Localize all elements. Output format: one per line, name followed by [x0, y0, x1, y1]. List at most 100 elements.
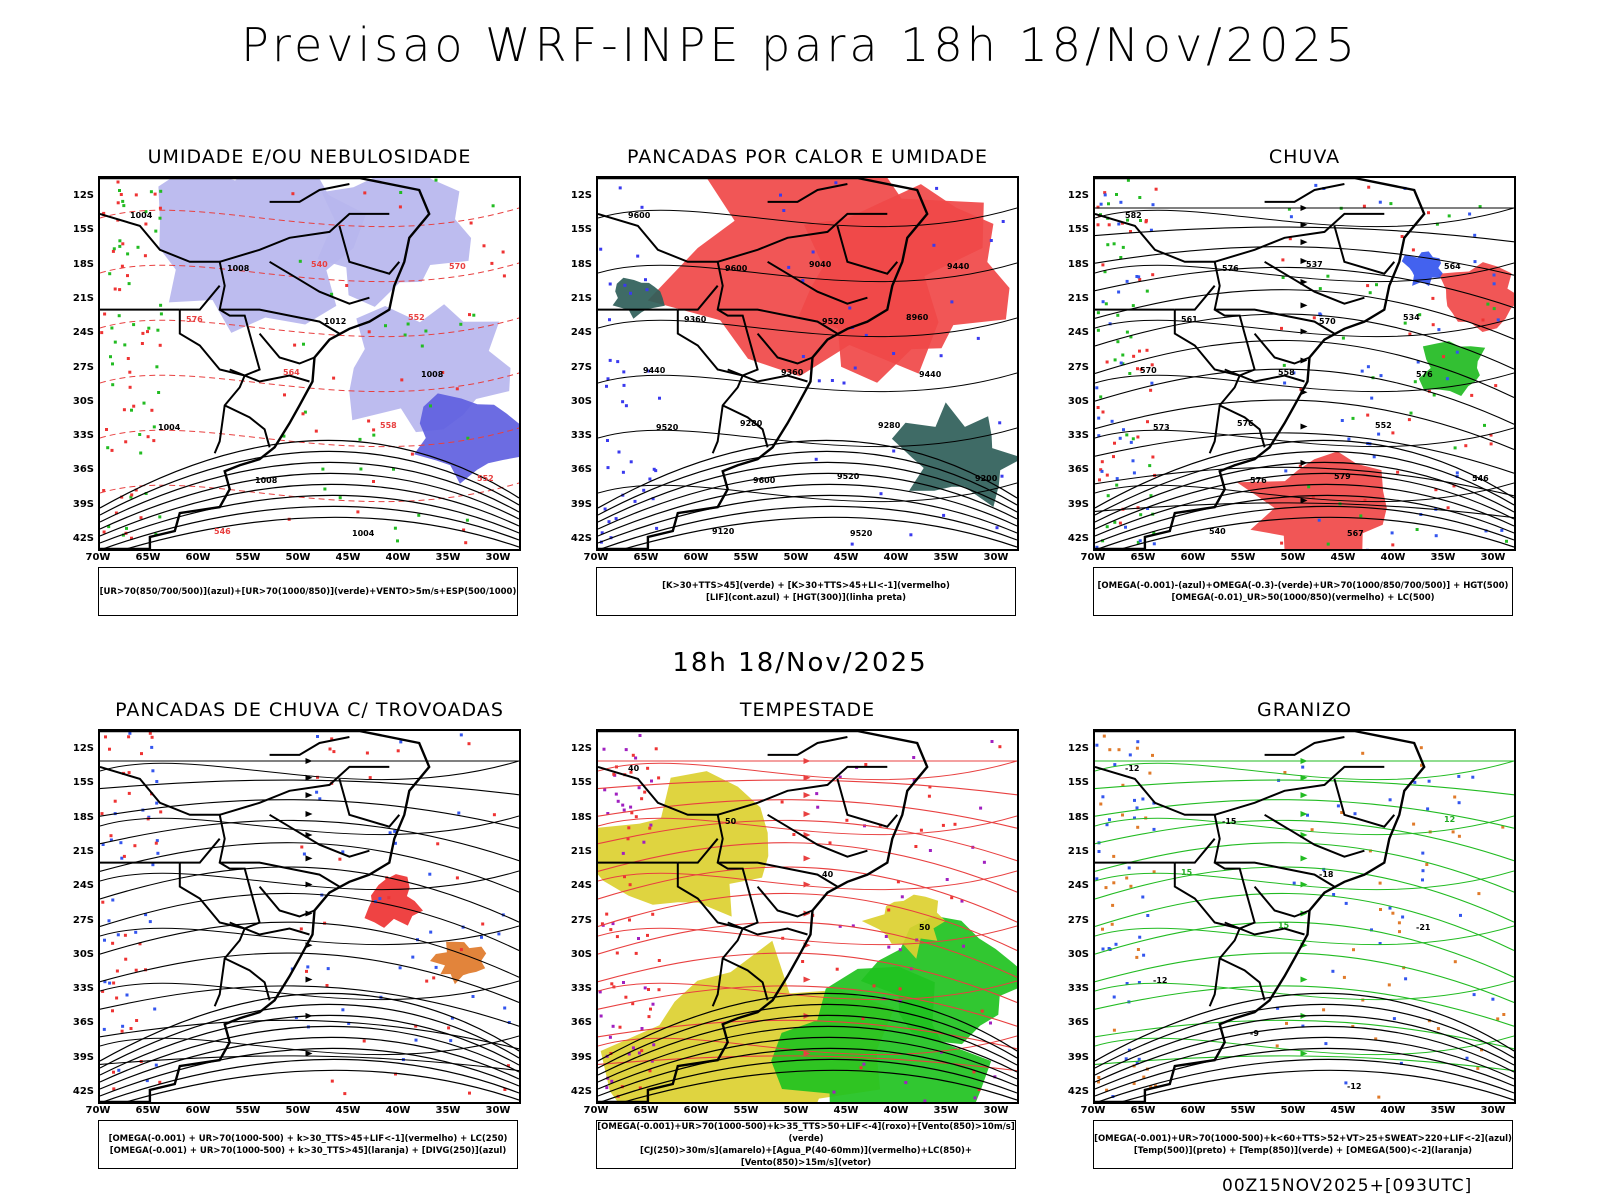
field-dot	[1001, 220, 1005, 223]
contour-line	[100, 815, 519, 836]
field-dot	[139, 516, 143, 520]
field-dot	[126, 274, 129, 278]
field-dot	[111, 383, 115, 387]
field-dot	[130, 493, 134, 497]
field-dot	[459, 322, 463, 326]
field-dot	[621, 803, 625, 807]
field-dot	[398, 966, 402, 970]
border-line	[1219, 404, 1266, 448]
legend-line: [OMEGA(-0.001)+UR>70(1000-500)+k>35_TTS>…	[597, 1121, 1015, 1144]
contour-line	[101, 505, 519, 549]
border-line	[219, 765, 390, 816]
streamline-arrow	[803, 881, 811, 888]
streamline-arrow	[1300, 855, 1308, 862]
field-dot	[111, 1009, 114, 1013]
field-dot	[977, 1088, 981, 1092]
field-dot	[623, 283, 627, 287]
streamline	[100, 921, 519, 978]
field-dot	[801, 355, 805, 358]
contour-label: 552	[477, 474, 494, 483]
field-dot	[622, 383, 626, 387]
field-dot	[116, 201, 120, 205]
field-shading	[1401, 251, 1443, 287]
field-dot	[497, 932, 501, 936]
contour-label: 9520	[837, 472, 860, 481]
field-dot	[1097, 1080, 1100, 1084]
field-dot	[1139, 219, 1142, 222]
contour-label: 582	[1125, 211, 1142, 220]
field-shading	[158, 178, 366, 333]
field-dot	[130, 536, 133, 540]
field-dot	[109, 355, 112, 359]
field-dot	[1105, 473, 1109, 477]
field-dot	[144, 492, 148, 495]
field-dot	[129, 1027, 133, 1030]
field-dot	[471, 995, 475, 998]
field-dot	[1370, 396, 1374, 400]
legend-line: [OMEGA(-0.001) + UR>70(1000-500) + k>30_…	[109, 1145, 507, 1156]
field-dot	[1125, 982, 1129, 985]
field-dot	[1099, 468, 1103, 472]
field-dot	[1136, 948, 1140, 951]
field-dot	[1117, 290, 1121, 294]
field-dot	[1324, 1042, 1328, 1046]
field-dot	[1377, 432, 1381, 436]
field-dot	[1457, 774, 1461, 778]
contour-line	[598, 472, 1017, 530]
field-dot	[1411, 248, 1415, 252]
contour-line	[100, 1036, 519, 1090]
field-dot	[1496, 1017, 1500, 1021]
contour-label: 576	[1237, 419, 1254, 428]
field-dot	[608, 358, 612, 362]
field-dot	[1399, 1061, 1403, 1065]
streamline	[100, 892, 519, 951]
field-dot	[1099, 395, 1103, 399]
field-dot	[1388, 798, 1392, 802]
field-dot	[303, 410, 307, 414]
field-dot	[1402, 966, 1406, 970]
field-dot	[1359, 514, 1363, 518]
field-dot	[101, 900, 105, 904]
streamline-arrow	[305, 855, 313, 862]
field-dot	[1112, 881, 1116, 885]
field-dot	[605, 912, 609, 916]
field-dot	[862, 1062, 866, 1066]
field-dot	[136, 245, 140, 249]
lon-tick-label: 65W	[135, 552, 161, 563]
border-line	[1333, 225, 1396, 275]
lat-tick-label: 24S	[72, 327, 94, 339]
panel-title: TEMPESTADE	[739, 699, 876, 721]
lat-tick-label: 27S	[72, 914, 94, 926]
field-dot	[1135, 806, 1139, 810]
field-dot	[1421, 851, 1425, 855]
field-dot	[410, 452, 414, 456]
field-dot	[1501, 825, 1505, 829]
field-dot	[1152, 531, 1156, 535]
field-dot	[1478, 205, 1482, 209]
field-dot	[341, 1008, 345, 1012]
streamline	[1095, 866, 1514, 923]
contour-label: 9520	[822, 317, 845, 326]
field-dot	[150, 735, 154, 739]
streamline	[1095, 432, 1514, 474]
contour-line	[124, 1069, 519, 1102]
field-dot	[125, 526, 128, 530]
field-dot	[976, 336, 980, 340]
field-dot	[1505, 539, 1508, 543]
field-dot	[1360, 369, 1364, 373]
field-dot	[832, 1090, 836, 1094]
field-dot	[1287, 207, 1291, 211]
streamline	[1095, 246, 1514, 276]
field-dot	[115, 969, 119, 973]
border-line	[1095, 212, 1256, 454]
contour-line	[1095, 450, 1514, 516]
contour-label: 9360	[684, 315, 707, 324]
field-dot	[1426, 807, 1430, 811]
field-dot	[648, 477, 652, 481]
streamline-arrow	[1300, 302, 1308, 309]
contour-line	[1095, 1014, 1514, 1076]
field-dot	[599, 247, 603, 251]
field-dot	[1101, 539, 1105, 543]
field-dot	[1142, 953, 1146, 957]
field-dot	[113, 287, 117, 291]
